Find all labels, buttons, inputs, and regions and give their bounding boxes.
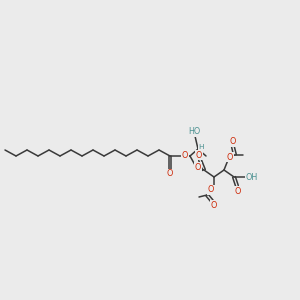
Text: O: O bbox=[211, 200, 217, 209]
Text: O: O bbox=[208, 185, 214, 194]
Text: O: O bbox=[196, 151, 202, 160]
Text: H: H bbox=[198, 144, 204, 150]
Text: O: O bbox=[227, 152, 233, 161]
Text: O: O bbox=[230, 137, 236, 146]
Text: O: O bbox=[195, 163, 201, 172]
Text: O: O bbox=[167, 169, 173, 178]
Text: HO: HO bbox=[188, 128, 200, 136]
Text: O: O bbox=[182, 152, 188, 160]
Text: OH: OH bbox=[246, 172, 258, 182]
Text: O: O bbox=[235, 187, 241, 196]
